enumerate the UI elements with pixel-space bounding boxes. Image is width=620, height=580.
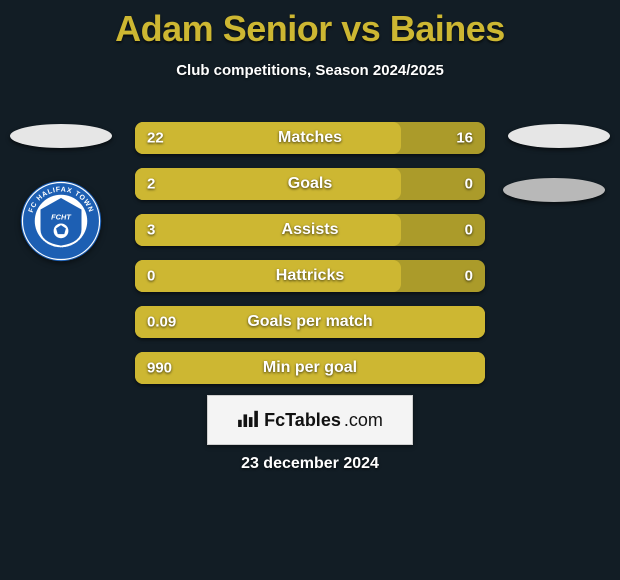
date-line: 23 december 2024 xyxy=(0,455,620,473)
stat-right-value: 16 xyxy=(456,130,473,147)
comparison-chart: 22 16 Matches 2 0 Goals 3 0 Assists 0 0 Hattricks 0.… xyxy=(135,122,485,398)
page-title: Adam Senior vs Baines xyxy=(0,0,620,50)
club-crest: FC HALIFAX TOWN THE SHAYMEN FCHT xyxy=(20,180,102,262)
stat-right-value: 0 xyxy=(465,222,473,239)
stat-left-value: 3 xyxy=(147,222,155,239)
player-right-token xyxy=(508,124,610,148)
stat-row: 0 0 Hattricks xyxy=(135,260,485,292)
brand-banner: FcTables.com xyxy=(207,395,413,445)
stat-label: Min per goal xyxy=(263,359,357,377)
stat-label: Goals per match xyxy=(247,313,372,331)
stat-left-value: 0.09 xyxy=(147,314,176,331)
stat-row: 3 0 Assists xyxy=(135,214,485,246)
stat-label: Goals xyxy=(288,175,332,193)
bar-fill xyxy=(135,122,401,154)
stat-row: 990 Min per goal xyxy=(135,352,485,384)
stat-row: 2 0 Goals xyxy=(135,168,485,200)
svg-text:FCHT: FCHT xyxy=(51,212,72,221)
stat-row: 0.09 Goals per match xyxy=(135,306,485,338)
bars-icon xyxy=(237,409,261,432)
stat-left-value: 0 xyxy=(147,268,155,285)
player-right-token-secondary xyxy=(503,178,605,202)
stat-label: Assists xyxy=(282,221,339,239)
brand-name: FcTables xyxy=(264,410,341,431)
stat-right-value: 0 xyxy=(465,176,473,193)
stat-left-value: 990 xyxy=(147,360,172,377)
stat-label: Hattricks xyxy=(276,267,344,285)
stat-row: 22 16 Matches xyxy=(135,122,485,154)
stat-label: Matches xyxy=(278,129,342,147)
stat-right-value: 0 xyxy=(465,268,473,285)
subtitle: Club competitions, Season 2024/2025 xyxy=(0,50,620,79)
stat-left-value: 2 xyxy=(147,176,155,193)
bar-fill xyxy=(135,214,401,246)
player-left-token xyxy=(10,124,112,148)
bar-fill xyxy=(135,168,401,200)
brand-suffix: .com xyxy=(344,410,383,431)
bar-fill xyxy=(135,260,401,292)
stat-left-value: 22 xyxy=(147,130,164,147)
